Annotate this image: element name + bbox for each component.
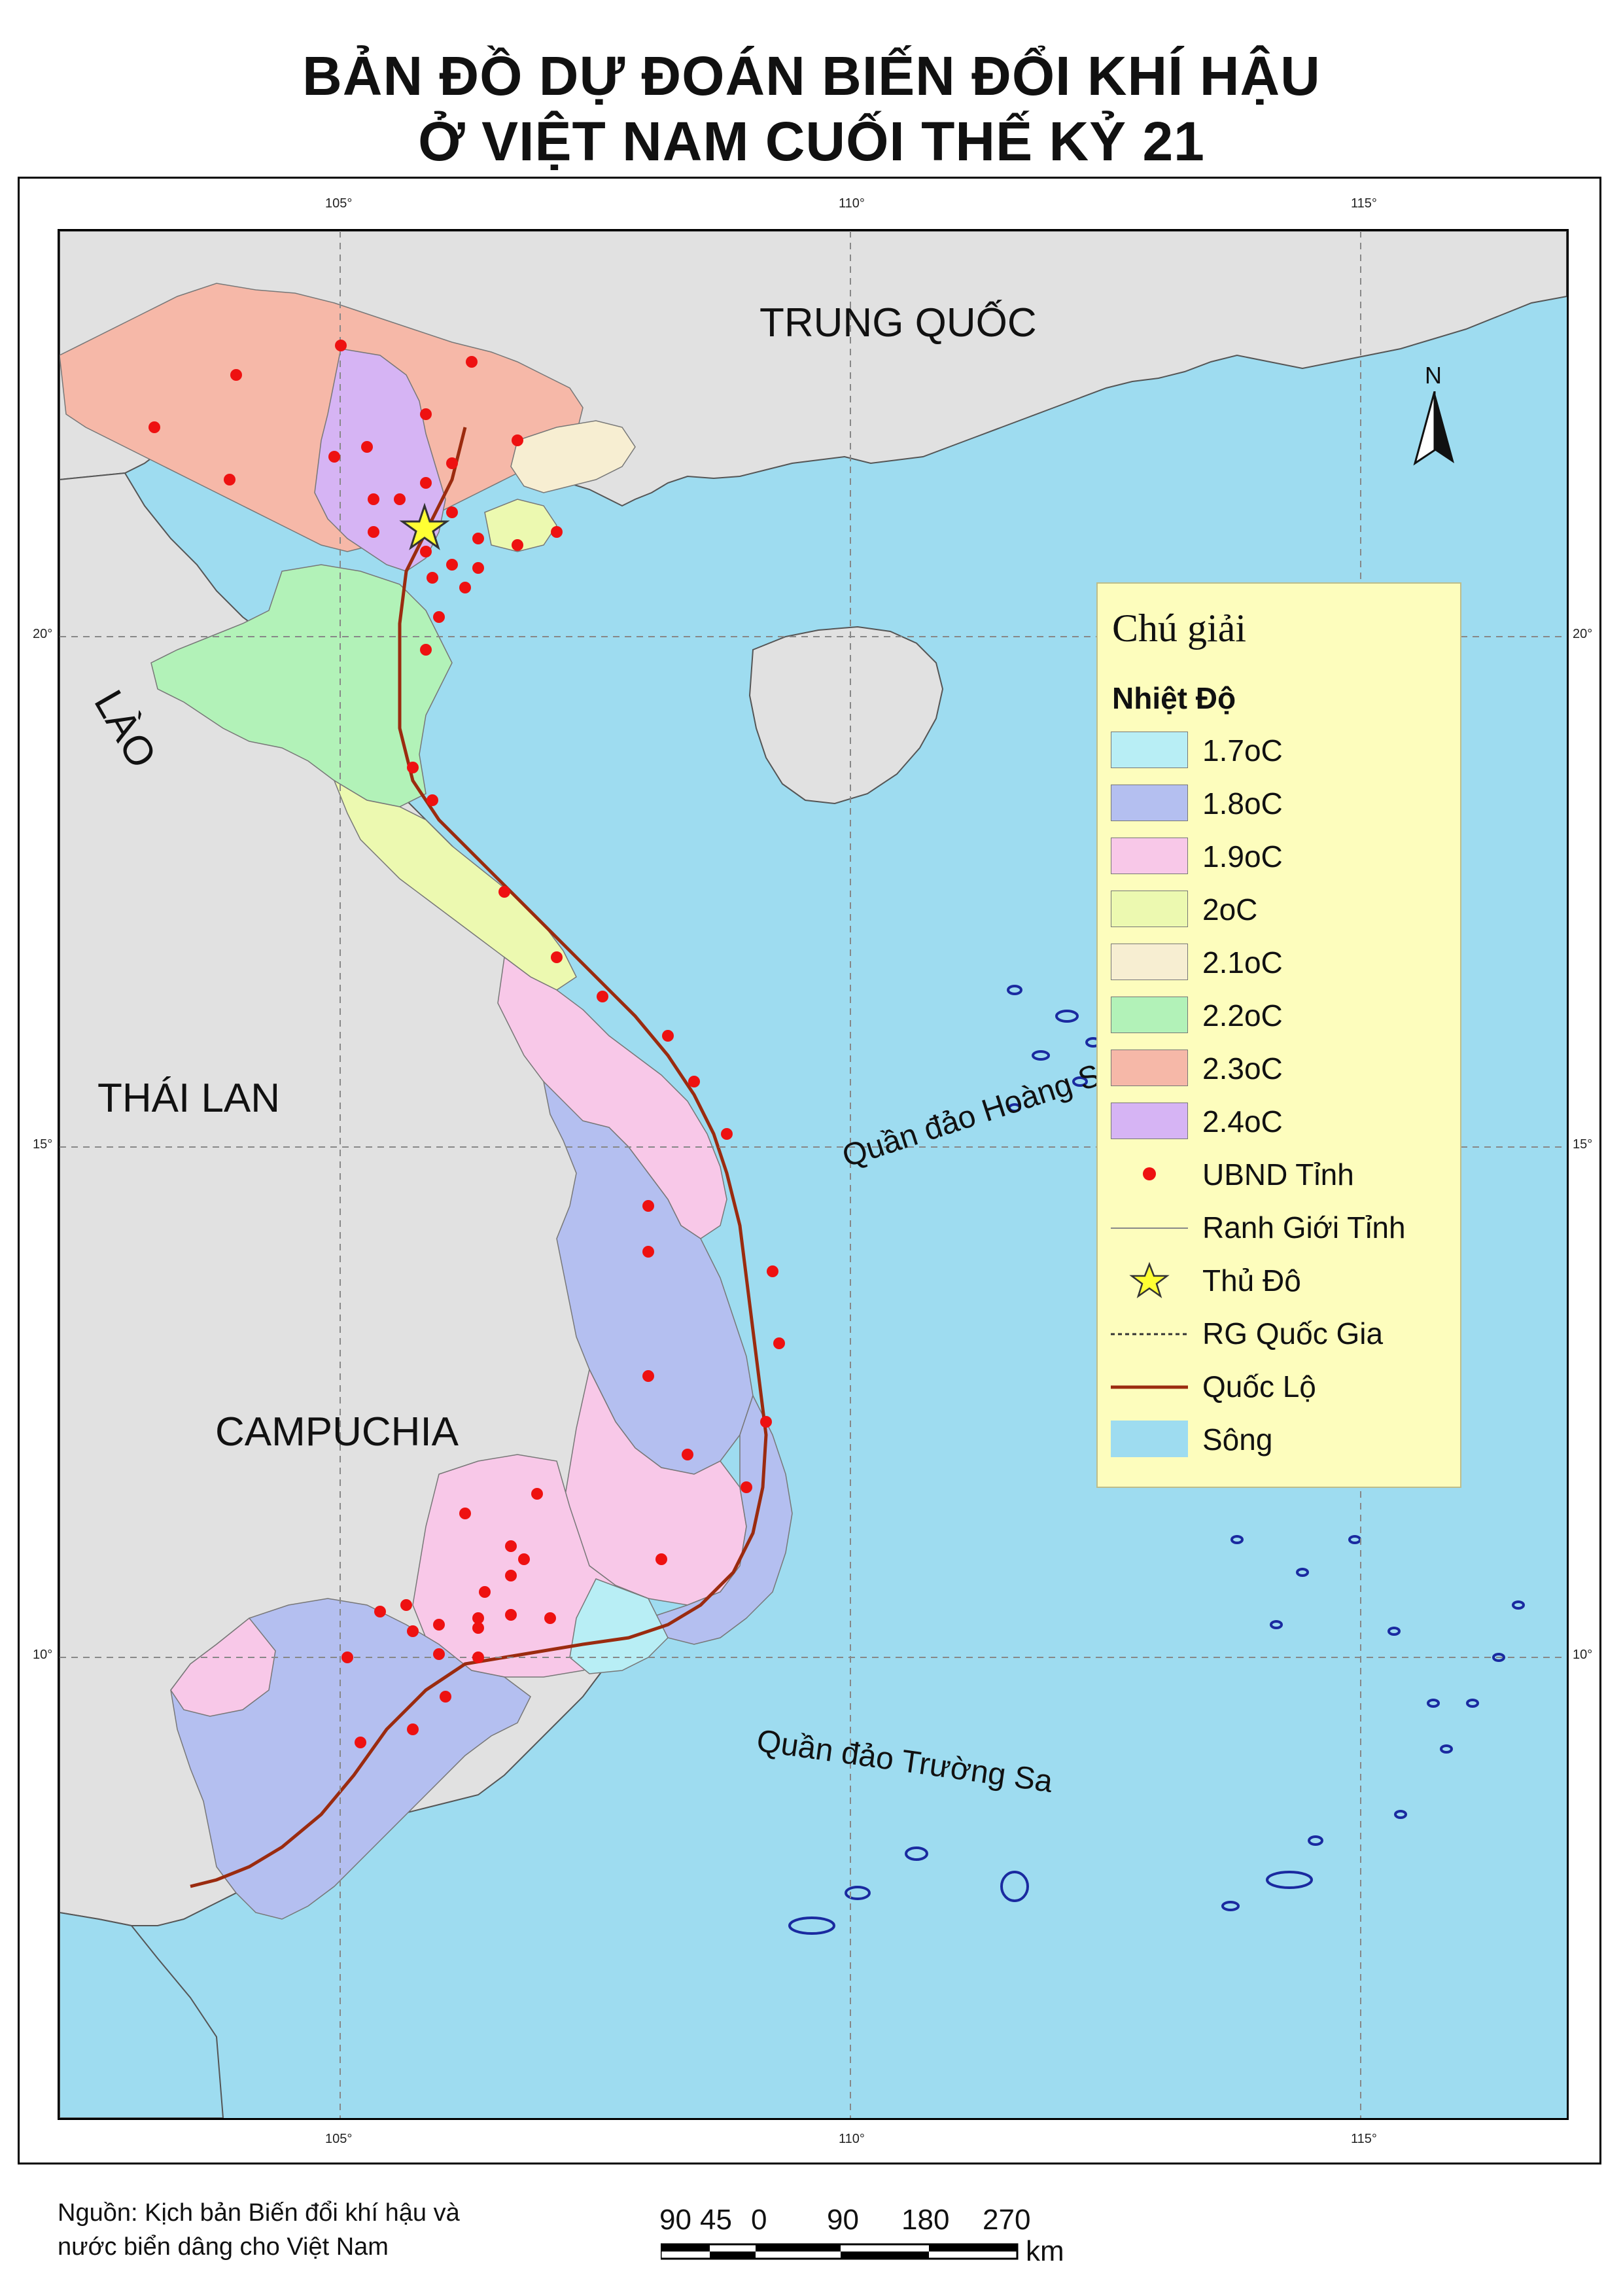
highway-line-icon	[1111, 1385, 1188, 1389]
national-highway	[190, 427, 768, 1888]
legend-label: 2.1oC	[1202, 945, 1283, 980]
legend-swatch	[1111, 997, 1188, 1033]
legend-swatch	[1111, 891, 1188, 927]
legend-item-boundary: Ranh Giới Tỉnh	[1098, 1205, 1460, 1250]
label-cambodia: CAMPUCHIA	[215, 1409, 459, 1455]
legend-item-highway: Quốc Lộ	[1098, 1364, 1460, 1409]
lon-label-110-top: 110°	[839, 196, 865, 211]
province-hai-phong	[484, 499, 557, 552]
lat-label-10-right: 10°	[1573, 1648, 1593, 1662]
source-line-1: Nguồn: Kịch bản Biến đổi khí hậu và	[58, 2199, 460, 2227]
legend-item-ubnd: UBND Tỉnh	[1098, 1152, 1460, 1197]
spratly-islands	[788, 1535, 1525, 1935]
legend-subtitle: Nhiệt Độ	[1112, 681, 1236, 715]
ubnd-dots	[148, 340, 785, 1748]
legend-label: 2oC	[1202, 892, 1258, 927]
lat-label-20-right: 20°	[1573, 627, 1593, 641]
lon-label-105-top: 105°	[325, 196, 353, 211]
label-thailand: THÁI LAN	[97, 1076, 281, 1121]
red-dot-icon	[1143, 1167, 1156, 1180]
legend-swatch	[1111, 944, 1188, 980]
legend-item-capital: Thủ Đô	[1098, 1258, 1460, 1303]
legend-item-2-1: 2.1oC	[1098, 940, 1460, 985]
province-quang-ninh	[510, 420, 636, 493]
legend-label: 1.8oC	[1202, 786, 1283, 821]
legend-item-river: Sông	[1098, 1417, 1460, 1462]
map-frame	[18, 177, 1601, 2164]
legend-swatch	[1111, 1103, 1188, 1139]
legend-label: Ranh Giới Tỉnh	[1202, 1210, 1406, 1245]
lat-label-15-left: 15°	[33, 1137, 53, 1152]
source-line-2: nước biển dâng cho Việt Nam	[58, 2233, 389, 2261]
lat-label-20-left: 20°	[33, 627, 53, 641]
legend-label: 2.3oC	[1202, 1051, 1283, 1086]
scale-unit: km	[1026, 2235, 1064, 2267]
legend-swatch	[1111, 732, 1188, 768]
hainan-island	[748, 626, 944, 805]
province-ba-ria-vung-tau	[569, 1578, 669, 1674]
source-note: Nguồn: Kịch bản Biến đổi khí hậu và nước…	[58, 2196, 460, 2264]
legend-label: 2.2oC	[1202, 998, 1283, 1033]
north-arrow: N	[1408, 362, 1461, 473]
legend-swatch	[1111, 1050, 1188, 1086]
north-arrow-icon	[1413, 391, 1454, 466]
province-mekong-west	[170, 1617, 276, 1717]
scale-tick-180: 180	[901, 2204, 950, 2236]
lon-label-115-top: 115°	[1351, 196, 1377, 211]
lon-label-105-bottom: 105°	[325, 2132, 353, 2146]
star-icon	[1129, 1262, 1170, 1299]
legend-label: Sông	[1202, 1422, 1273, 1457]
legend-swatch	[1111, 785, 1188, 821]
legend-label: 1.7oC	[1202, 733, 1283, 768]
legend-label: Thủ Đô	[1202, 1263, 1301, 1298]
gulf-of-thailand	[60, 1911, 224, 2118]
legend-item-national-border: RG Quốc Gia	[1098, 1311, 1460, 1356]
legend-title: Chú giải	[1112, 607, 1246, 650]
legend-label: 2.4oC	[1202, 1104, 1283, 1139]
legend-panel: Chú giải Nhiệt Độ 1.7oC 1.8oC 1.9oC 2oC …	[1096, 582, 1461, 1488]
label-china: TRUNG QUỐC	[759, 300, 1037, 345]
legend-label: 1.9oC	[1202, 839, 1283, 874]
province-red-river-delta	[314, 348, 446, 572]
legend-item-1-9: 1.9oC	[1098, 834, 1460, 879]
legend-label: UBND Tỉnh	[1202, 1157, 1354, 1192]
lon-label-110-bottom: 110°	[839, 2132, 865, 2146]
legend-item-2-0: 2oC	[1098, 887, 1460, 932]
legend-label: RG Quốc Gia	[1202, 1316, 1384, 1351]
legend-item-1-7: 1.7oC	[1098, 728, 1460, 773]
scale-tick-270: 270	[983, 2204, 1031, 2236]
scale-tick-90: 90	[827, 2204, 859, 2236]
legend-item-1-8: 1.8oC	[1098, 781, 1460, 826]
thin-line-icon	[1111, 1227, 1188, 1229]
legend-item-2-3: 2.3oC	[1098, 1046, 1460, 1091]
map-title-line1: BẢN ĐỒ DỰ ĐOÁN BIẾN ĐỔI KHÍ HẬU	[302, 45, 1321, 107]
scale-tick-90-left: 90	[659, 2204, 691, 2236]
legend-item-2-4: 2.4oC	[1098, 1099, 1460, 1144]
lat-label-15-right: 15°	[1573, 1137, 1593, 1152]
map-svg	[60, 231, 1567, 2118]
legend-swatch	[1111, 838, 1188, 874]
dashed-line-icon	[1111, 1333, 1188, 1335]
legend-label: Quốc Lộ	[1202, 1369, 1316, 1404]
lon-label-115-bottom: 115°	[1351, 2132, 1377, 2146]
lat-label-10-left: 10°	[33, 1648, 53, 1662]
north-label: N	[1425, 362, 1442, 389]
scale-tick-45: 45	[700, 2204, 732, 2236]
legend-swatch	[1111, 1421, 1188, 1457]
map-title-line2: Ở VIỆT NAM CUỐI THẾ KỶ 21	[418, 111, 1205, 172]
scale-bar-graphic	[661, 2243, 1019, 2260]
capital-star-icon	[399, 503, 450, 550]
scale-tick-0: 0	[751, 2204, 767, 2236]
province-thanh-hoa-nghe-an	[150, 564, 453, 807]
legend-item-2-2: 2.2oC	[1098, 993, 1460, 1038]
